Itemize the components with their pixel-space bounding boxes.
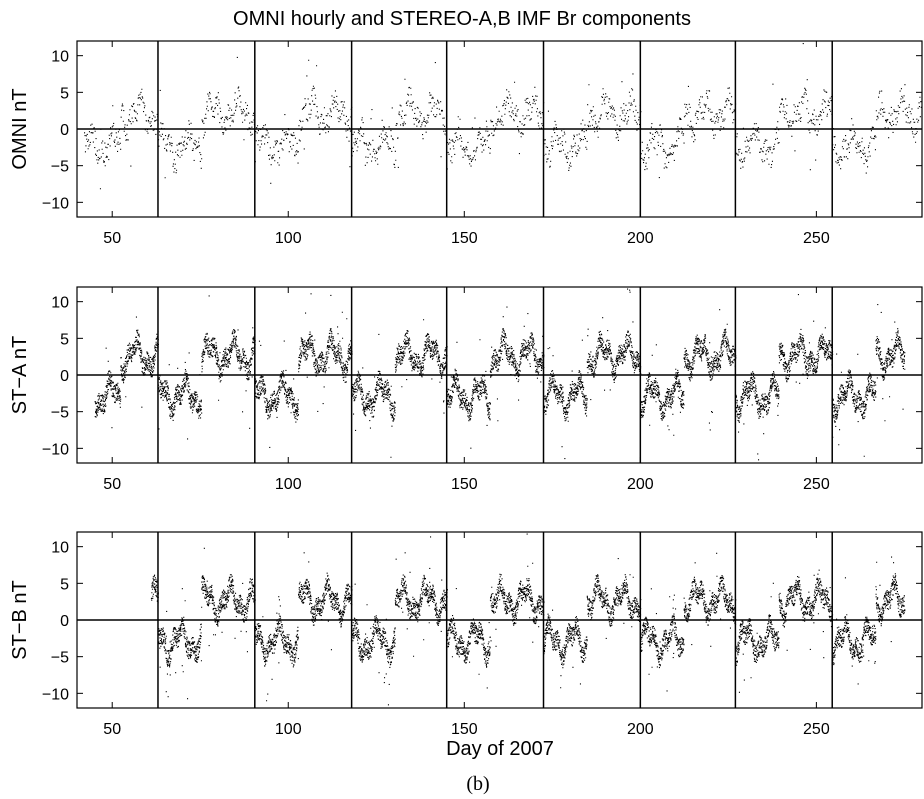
scatter-series — [150, 533, 906, 706]
x-tick-label: 50 — [103, 230, 121, 247]
x-tick-label: 100 — [275, 476, 302, 493]
y-axis-label: ST−A nT — [9, 336, 31, 414]
y-tick-label: 5 — [60, 576, 69, 593]
x-tick-label: 150 — [451, 721, 478, 738]
y-tick-label: 0 — [60, 613, 69, 630]
y-tick-label: 10 — [51, 49, 69, 66]
y-tick-label: −5 — [51, 650, 69, 667]
x-tick-label: 50 — [103, 476, 121, 493]
y-tick-label: −10 — [42, 686, 69, 703]
panel-3: ST−B nT −10 −5 0 5 10 50 100 150 200 250 — [9, 531, 923, 738]
x-tick-label: 50 — [103, 721, 121, 738]
y-tick-label: 10 — [51, 295, 69, 312]
panel-2: ST−A nT −10 −5 0 5 10 50 100 150 200 250 — [9, 286, 923, 493]
y-tick-label: −5 — [51, 405, 69, 422]
x-tick-label: 250 — [803, 230, 830, 247]
x-tick-label: 150 — [451, 230, 478, 247]
y-tick-label: 5 — [60, 331, 69, 348]
y-tick-label: 5 — [60, 85, 69, 102]
x-tick-label: 200 — [627, 476, 654, 493]
x-tick-label: 100 — [275, 721, 302, 738]
y-tick-label: 0 — [60, 122, 69, 139]
x-tick-label: 200 — [627, 230, 654, 247]
x-tick-label: 100 — [275, 230, 302, 247]
x-tick-label: 150 — [451, 476, 478, 493]
figure-caption: (b) — [466, 773, 489, 795]
x-tick-label: 250 — [803, 476, 830, 493]
x-tick-label: 200 — [627, 721, 654, 738]
y-axis-label: OMNI nT — [9, 88, 31, 169]
x-tick-label: 250 — [803, 721, 830, 738]
scatter-series — [84, 43, 922, 190]
data-points — [150, 533, 906, 706]
y-tick-label: −10 — [42, 195, 69, 212]
figure-title: OMNI hourly and STEREO-A,B IMF Br compon… — [233, 8, 691, 30]
y-tick-label: 0 — [60, 368, 69, 385]
y-tick-label: −10 — [42, 441, 69, 458]
data-points — [84, 43, 922, 190]
y-tick-label: 10 — [51, 540, 69, 557]
y-tick-label: −5 — [51, 159, 69, 176]
panel-1: OMNI nT −10 −5 0 5 10 50 100 150 200 250 — [9, 40, 923, 247]
y-axis-label: ST−B nT — [9, 580, 31, 659]
x-axis-label: Day of 2007 — [446, 738, 554, 760]
